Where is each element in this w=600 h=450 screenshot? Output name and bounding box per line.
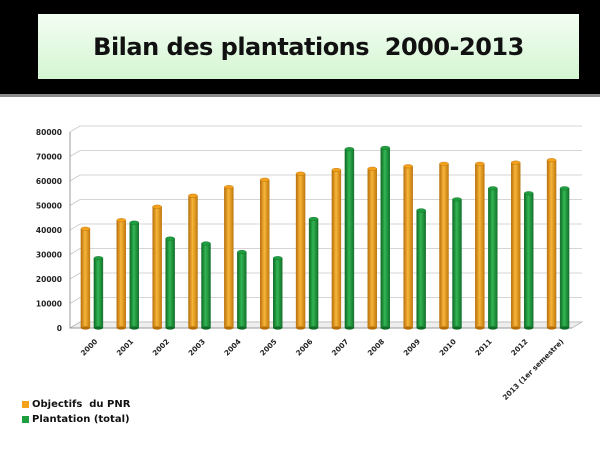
legend-label-objectifs: Objectifs du PNR: [32, 399, 131, 410]
chart-floor: [68, 321, 584, 329]
y-tick-label: 30000: [36, 251, 62, 260]
x-tick-label: 2001: [115, 337, 136, 358]
bar-plantation: [273, 256, 283, 330]
y-tick-label: 60000: [36, 177, 62, 186]
bar-objectifs: [367, 166, 377, 330]
gridline: [69, 272, 582, 280]
bar-plantation: [559, 186, 570, 330]
y-tick-label: 80000: [36, 128, 62, 137]
bar-plantation: [237, 250, 247, 330]
bar-plantation: [524, 191, 534, 330]
bar-objectifs: [475, 161, 485, 330]
bar-plantation: [165, 236, 175, 330]
bar-plantation: [380, 145, 390, 330]
bar-plantation: [93, 256, 104, 330]
gridline: [69, 223, 582, 231]
x-tick-label: 2011: [473, 337, 494, 358]
bar-objectifs: [116, 218, 126, 330]
bar-plantation: [452, 197, 462, 330]
bar-plantation: [488, 186, 498, 330]
gridline: [69, 199, 582, 206]
x-tick-label: 2007: [330, 337, 351, 358]
bar-objectifs: [152, 204, 162, 330]
slide-title: Bilan des plantations 2000-2013: [93, 32, 524, 61]
title-box: Bilan des plantations 2000-2013: [38, 14, 579, 79]
bars: [80, 145, 570, 330]
legend-swatch-objectifs: [22, 401, 29, 408]
gridline: [69, 297, 582, 304]
bar-plantation: [344, 147, 355, 330]
legend-item-plantation: Plantation (total): [22, 412, 130, 427]
x-tick-label: 2002: [151, 337, 172, 358]
y-tick-label: 0: [57, 324, 62, 333]
x-tick-label: 2004: [222, 337, 243, 358]
gridline: [69, 248, 582, 255]
bar-plantation: [308, 216, 319, 330]
x-tick-label: 2013 (1er semestre): [501, 337, 566, 400]
gridline: [69, 174, 582, 182]
x-tick-label: 2009: [402, 337, 423, 358]
bar-chart: 0 10000 20000 30000 40000 50000 60000 70000 8000…: [36, 125, 584, 400]
bar-plantation: [129, 220, 139, 330]
bar-objectifs: [188, 193, 198, 330]
gridlines: [69, 125, 582, 329]
axes: [68, 132, 584, 329]
bar-plantation: [201, 241, 211, 330]
bar-objectifs: [80, 226, 91, 330]
legend-swatch-plantation: [22, 416, 29, 423]
y-tick-label: 50000: [36, 202, 62, 211]
bar-objectifs: [295, 171, 306, 330]
legend-item-objectifs: Objectifs du PNR: [22, 397, 130, 412]
bar-objectifs: [331, 167, 342, 330]
bar-objectifs: [439, 161, 449, 330]
gridline: [69, 150, 582, 157]
x-tick-label: 2008: [366, 337, 387, 358]
x-tick-label: 2012: [509, 337, 530, 358]
x-tick-label: 2006: [294, 337, 315, 358]
y-tick-label: 40000: [36, 226, 62, 235]
bar-objectifs: [260, 177, 270, 330]
legend-label-plantation: Plantation (total): [32, 414, 130, 425]
bar-objectifs: [511, 160, 521, 330]
y-tick-label: 20000: [36, 275, 62, 284]
y-tick-label: 10000: [36, 300, 62, 309]
bar-objectifs: [546, 158, 557, 330]
bar-objectifs: [224, 185, 234, 330]
y-tick-label: 70000: [36, 153, 62, 162]
x-tick-label: 2005: [258, 337, 279, 358]
gridline: [69, 125, 582, 133]
separator-line: [0, 94, 600, 97]
x-tick-label: 2003: [186, 337, 207, 358]
x-tick-label: 2010: [437, 337, 458, 358]
x-tick-label: 2000: [79, 337, 100, 358]
bar-plantation: [416, 208, 426, 330]
legend: Objectifs du PNR Plantation (total): [22, 397, 130, 427]
bar-objectifs: [403, 164, 413, 330]
